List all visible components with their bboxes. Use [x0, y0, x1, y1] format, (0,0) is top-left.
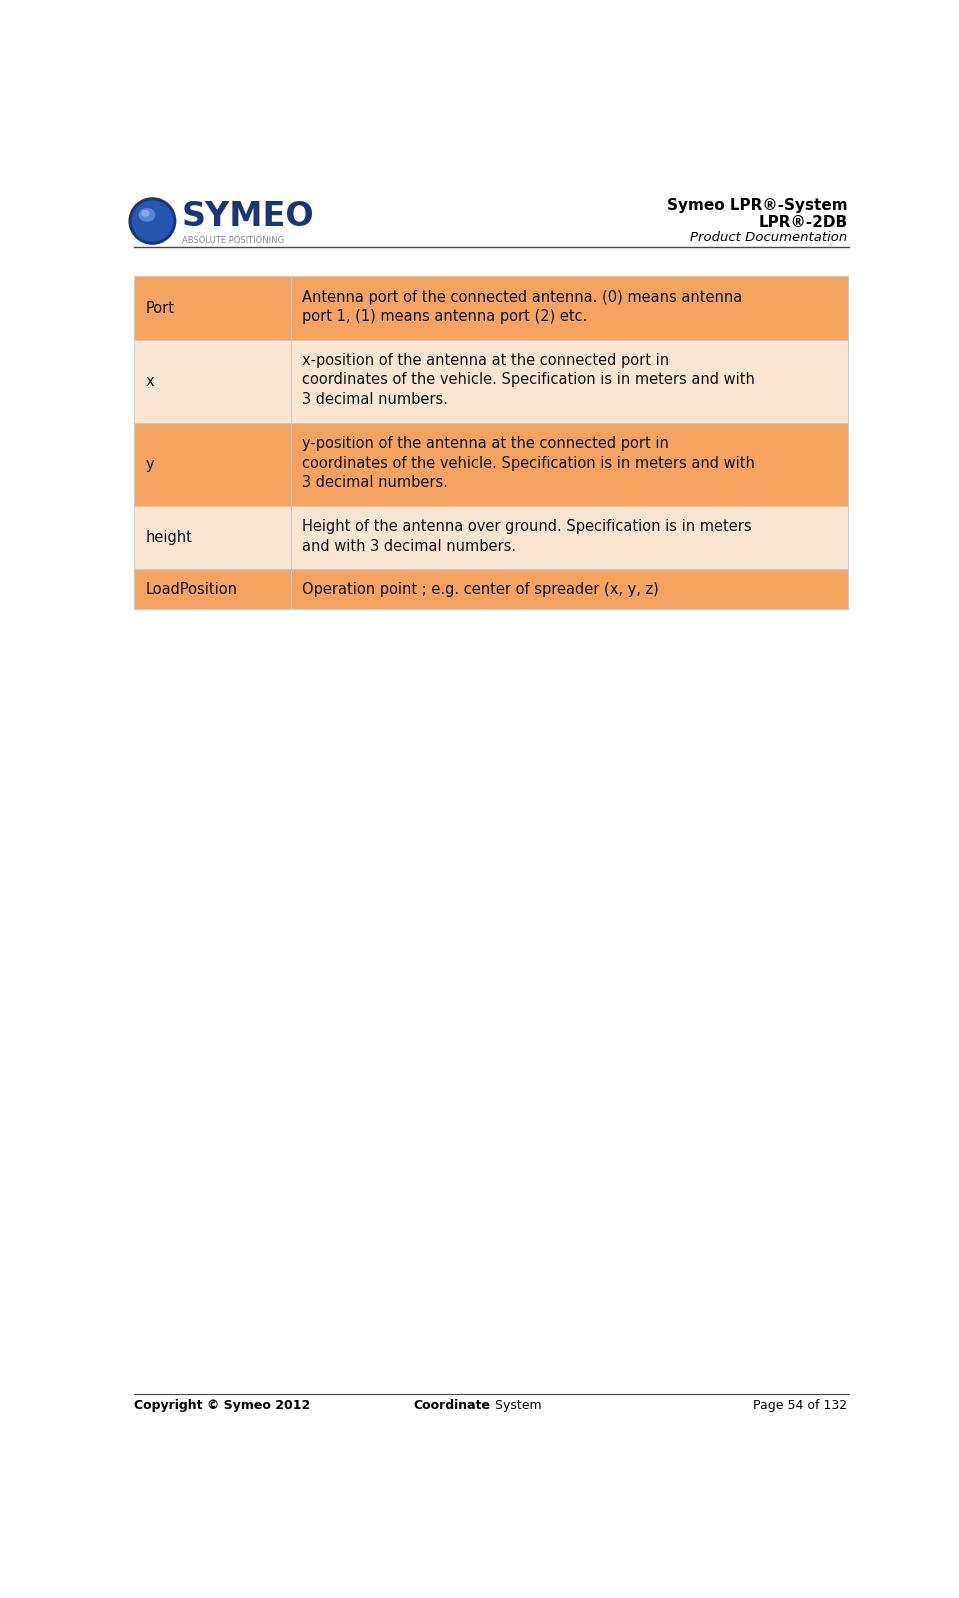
Text: Port: Port — [146, 300, 175, 315]
Text: System: System — [491, 1400, 541, 1413]
Text: x-position of the antenna at the connected port in
coordinates of the vehicle. S: x-position of the antenna at the connect… — [302, 353, 756, 407]
Bar — [134, 276, 848, 340]
Bar — [134, 569, 848, 609]
Text: Product Documentation: Product Documentation — [690, 232, 848, 244]
Text: y-position of the antenna at the connected port in
coordinates of the vehicle. S: y-position of the antenna at the connect… — [302, 436, 756, 491]
Text: ABSOLUTE POSITIONING: ABSOLUTE POSITIONING — [182, 237, 284, 246]
Text: LoadPosition: LoadPosition — [146, 582, 238, 596]
Circle shape — [129, 198, 175, 244]
Ellipse shape — [139, 209, 154, 221]
Text: LPR®-2DB: LPR®-2DB — [759, 214, 848, 230]
Text: Operation point ; e.g. center of spreader (x, y, z): Operation point ; e.g. center of spreade… — [302, 582, 659, 598]
Text: Symeo LPR®-System: Symeo LPR®-System — [667, 198, 848, 213]
Text: Height of the antenna over ground. Specification is in meters
and with 3 decimal: Height of the antenna over ground. Speci… — [302, 519, 752, 555]
Text: Antenna port of the connected antenna. (0) means antenna
port 1, (1) means anten: Antenna port of the connected antenna. (… — [302, 289, 742, 324]
Text: Page 54 of 132: Page 54 of 132 — [754, 1400, 848, 1413]
Ellipse shape — [142, 211, 149, 216]
Text: height: height — [146, 531, 193, 545]
Bar — [134, 423, 848, 507]
Text: x: x — [146, 374, 154, 388]
Text: Coordinate: Coordinate — [413, 1400, 491, 1413]
Text: Copyright © Symeo 2012: Copyright © Symeo 2012 — [134, 1400, 310, 1413]
Text: y: y — [146, 457, 154, 471]
Bar — [134, 340, 848, 423]
Text: SYMEO: SYMEO — [182, 200, 315, 233]
Bar — [134, 507, 848, 569]
Circle shape — [132, 201, 173, 241]
